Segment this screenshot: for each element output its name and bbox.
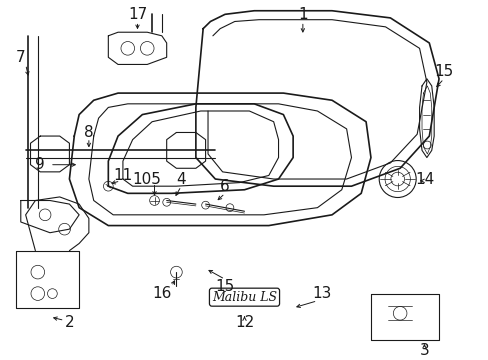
Text: Malibu LS: Malibu LS (211, 291, 277, 304)
Text: 1: 1 (298, 7, 307, 22)
Text: 7: 7 (16, 50, 25, 65)
Text: 4: 4 (176, 171, 186, 186)
Text: 15: 15 (215, 279, 234, 294)
Text: 13: 13 (312, 286, 331, 301)
Text: 15: 15 (433, 64, 452, 79)
Text: 16: 16 (152, 286, 171, 301)
Text: 14: 14 (414, 171, 433, 186)
Text: 3: 3 (419, 343, 428, 359)
Text: 2: 2 (64, 315, 74, 330)
Text: 17: 17 (128, 7, 147, 22)
Text: 8: 8 (84, 125, 94, 140)
Text: 105: 105 (133, 171, 162, 186)
Text: 9: 9 (35, 157, 45, 172)
Text: 11: 11 (113, 168, 132, 183)
Text: 6: 6 (220, 179, 229, 194)
Text: 12: 12 (234, 315, 254, 330)
